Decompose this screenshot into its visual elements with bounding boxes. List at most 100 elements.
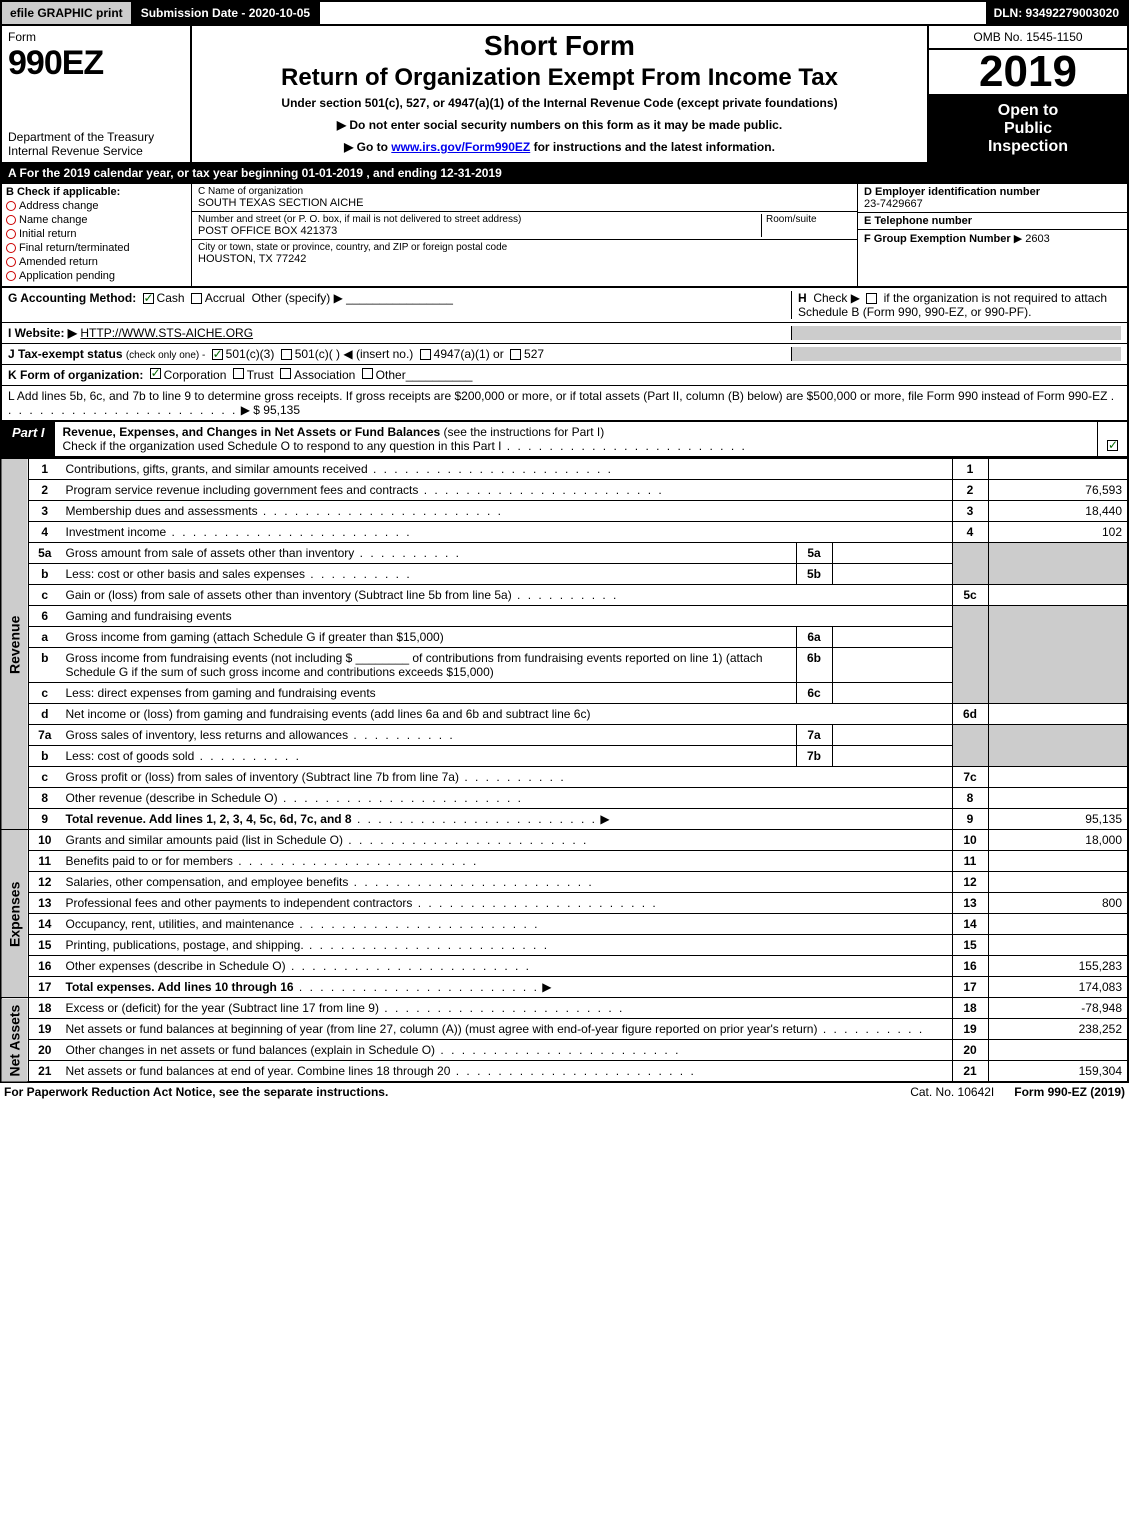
telephone-label: E Telephone number	[864, 215, 1121, 227]
l18-num: 18	[29, 998, 61, 1019]
j-527: 527	[524, 347, 544, 361]
l11-desc: Benefits paid to or for members	[66, 854, 479, 868]
row-i-right-shaded	[791, 326, 1121, 340]
l1-col: 1	[952, 459, 988, 480]
l9-desc: Total revenue. Add lines 1, 2, 3, 4, 5c,…	[66, 812, 352, 826]
form-word: Form	[8, 30, 184, 44]
l10-amt: 18,000	[988, 830, 1128, 851]
line-9: 9 Total revenue. Add lines 1, 2, 3, 4, 5…	[1, 809, 1128, 830]
l17-amt: 174,083	[988, 977, 1128, 998]
header-center: Short Form Return of Organization Exempt…	[192, 26, 927, 162]
check-initial-return[interactable]: Initial return	[6, 228, 187, 240]
l6b-desc1: Gross income from fundraising events (no…	[66, 651, 353, 665]
l8-amt	[988, 788, 1128, 809]
l1-num: 1	[29, 459, 61, 480]
l19-col: 19	[952, 1019, 988, 1040]
g-accrual-checkbox[interactable]	[191, 293, 202, 304]
k-assoc-checkbox[interactable]	[280, 368, 291, 379]
dln-badge: DLN: 93492279003020	[986, 2, 1127, 24]
l11-num: 11	[29, 851, 61, 872]
l17-col: 17	[952, 977, 988, 998]
k-other-checkbox[interactable]	[362, 368, 373, 379]
line-2: 2 Program service revenue including gove…	[1, 480, 1128, 501]
l7ab-shaded-amt	[988, 725, 1128, 767]
row-j: J Tax-exempt status (check only one) - 5…	[2, 344, 1127, 365]
address-value: POST OFFICE BOX 421373	[198, 225, 761, 237]
line-15: 15 Printing, publications, postage, and …	[1, 935, 1128, 956]
l1-amt	[988, 459, 1128, 480]
l6-shaded-amt	[988, 606, 1128, 704]
header-right: OMB No. 1545-1150 2019 Open to Public In…	[927, 26, 1127, 162]
page-footer: For Paperwork Reduction Act Notice, see …	[0, 1083, 1129, 1101]
goto-link[interactable]: www.irs.gov/Form990EZ	[391, 140, 530, 154]
l12-desc: Salaries, other compensation, and employ…	[66, 875, 594, 889]
l15-amt	[988, 935, 1128, 956]
l6b-num: b	[29, 648, 61, 683]
goto-line: ▶ Go to www.irs.gov/Form990EZ for instru…	[200, 140, 919, 154]
part-1-header: Part I Revenue, Expenses, and Changes in…	[0, 422, 1129, 458]
j-527-checkbox[interactable]	[510, 349, 521, 360]
check-name-change[interactable]: Name change	[6, 214, 187, 226]
under-section: Under section 501(c), 527, or 4947(a)(1)…	[200, 96, 919, 110]
dept-treasury: Department of the Treasury	[8, 130, 184, 144]
j-501c: 501(c)( )	[295, 347, 340, 361]
check-final-label: Final return/terminated	[19, 242, 130, 254]
line-20: 20 Other changes in net assets or fund b…	[1, 1040, 1128, 1061]
l6c-desc: Less: direct expenses from gaming and fu…	[61, 683, 797, 704]
check-final-return[interactable]: Final return/terminated	[6, 242, 187, 254]
j-501c-checkbox[interactable]	[281, 349, 292, 360]
check-amended-return[interactable]: Amended return	[6, 256, 187, 268]
line-12: 12 Salaries, other compensation, and emp…	[1, 872, 1128, 893]
l17-num: 17	[29, 977, 61, 998]
net-assets-side-label: Net Assets	[1, 998, 29, 1083]
l11-amt	[988, 851, 1128, 872]
ein-value: 23-7429667	[864, 198, 1121, 210]
check-address-change[interactable]: Address change	[6, 200, 187, 212]
line-7a: 7a Gross sales of inventory, less return…	[1, 725, 1128, 746]
l7a-val	[832, 725, 952, 746]
part-1-schedule-o-checkbox[interactable]	[1107, 440, 1118, 451]
check-application-pending[interactable]: Application pending	[6, 270, 187, 282]
l5ab-shaded-amt	[988, 543, 1128, 585]
l6c-sub: 6c	[796, 683, 832, 704]
l6d-col: 6d	[952, 704, 988, 725]
l11-col: 11	[952, 851, 988, 872]
l16-desc: Other expenses (describe in Schedule O)	[66, 959, 532, 973]
dept-irs: Internal Revenue Service	[8, 144, 184, 158]
efile-print-button[interactable]: efile GRAPHIC print	[2, 2, 133, 24]
l7a-desc: Gross sales of inventory, less returns a…	[66, 728, 455, 742]
l18-desc: Excess or (deficit) for the year (Subtra…	[66, 1001, 625, 1015]
l5b-desc: Less: cost or other basis and sales expe…	[66, 567, 412, 581]
rows-g-to-l: G Accounting Method: Cash Accrual Other …	[0, 288, 1129, 422]
row-g: G Accounting Method: Cash Accrual Other …	[8, 291, 791, 319]
l1-desc: Contributions, gifts, grants, and simila…	[66, 462, 614, 476]
website-value[interactable]: HTTP://WWW.STS-AICHE.ORG	[80, 326, 253, 340]
l6d-amt	[988, 704, 1128, 725]
l18-amt: -78,948	[988, 998, 1128, 1019]
k-corp-checkbox[interactable]	[150, 368, 161, 379]
h-check-text: Check ▶	[813, 291, 860, 305]
line-10: Expenses 10 Grants and similar amounts p…	[1, 830, 1128, 851]
city-value: HOUSTON, TX 77242	[198, 253, 851, 265]
telephone-row: E Telephone number	[858, 213, 1127, 230]
g-cash-checkbox[interactable]	[143, 293, 154, 304]
open-to-public: Open to Public Inspection	[929, 96, 1127, 162]
l7b-sub: 7b	[796, 746, 832, 767]
l7c-num: c	[29, 767, 61, 788]
l9-col: 9	[952, 809, 988, 830]
l5a-desc: Gross amount from sale of assets other t…	[66, 546, 462, 560]
g-cash: Cash	[157, 291, 185, 305]
box-b-label: B Check if applicable:	[6, 186, 187, 198]
j-4947-checkbox[interactable]	[420, 349, 431, 360]
l5a-val	[832, 543, 952, 564]
j-insert: ◀ (insert no.)	[343, 347, 413, 361]
k-trust-checkbox[interactable]	[233, 368, 244, 379]
l20-col: 20	[952, 1040, 988, 1061]
j-501c3-checkbox[interactable]	[212, 349, 223, 360]
box-def: D Employer identification number 23-7429…	[857, 184, 1127, 286]
l12-col: 12	[952, 872, 988, 893]
check-initial-label: Initial return	[19, 228, 76, 240]
l21-col: 21	[952, 1061, 988, 1083]
l6b-val	[832, 648, 952, 683]
h-checkbox[interactable]	[866, 293, 877, 304]
